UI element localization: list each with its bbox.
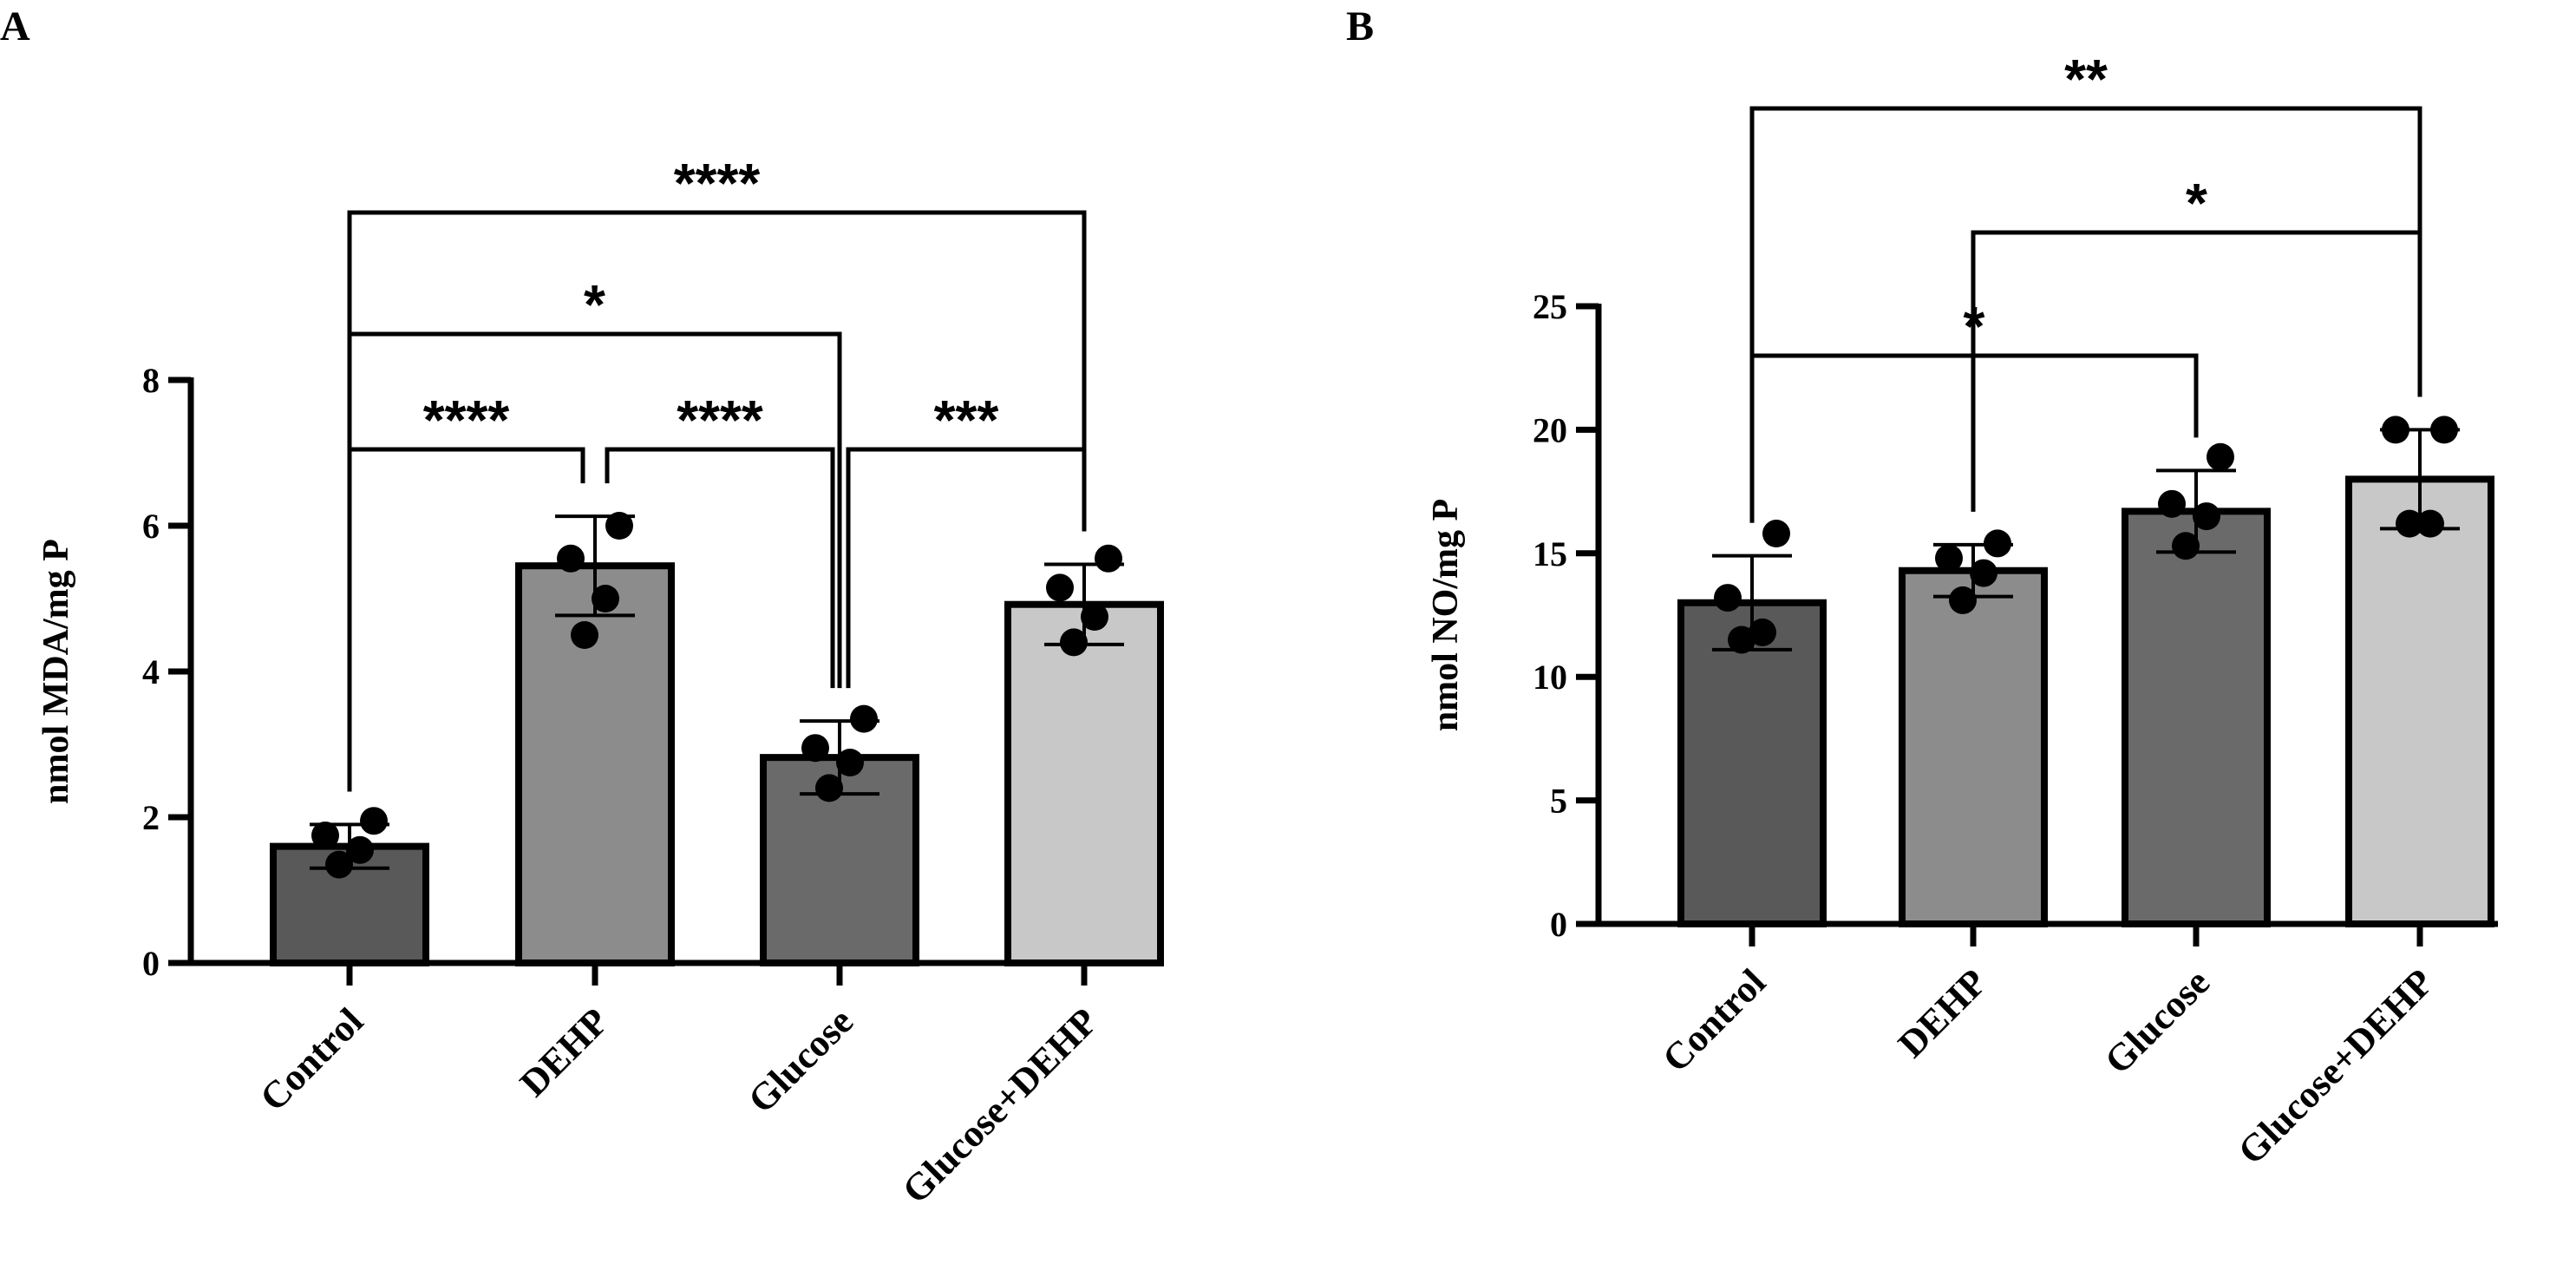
y-tick-label: 25 bbox=[1533, 287, 1567, 326]
data-point bbox=[815, 774, 843, 802]
y-axis-label: nmol NO/mg P bbox=[1426, 499, 1466, 731]
data-point bbox=[311, 822, 339, 849]
category-label: Glucose+DEHP bbox=[2230, 960, 2442, 1172]
data-point bbox=[1060, 628, 1088, 657]
panel-a-letter: A bbox=[0, 3, 30, 49]
y-tick-label: 20 bbox=[1533, 410, 1567, 449]
significance-label: ** bbox=[2064, 48, 2108, 110]
significance-label: **** bbox=[677, 389, 763, 451]
bar-dehp bbox=[515, 562, 675, 966]
data-point bbox=[557, 544, 585, 573]
bar-glucose-dehp bbox=[2345, 475, 2494, 927]
data-point bbox=[1935, 544, 1963, 573]
significance-label: * bbox=[2186, 172, 2207, 234]
category-label: Control bbox=[1654, 960, 1774, 1080]
y-axis-label: nmol MDA/mg P bbox=[36, 539, 76, 804]
data-point bbox=[1749, 618, 1776, 646]
data-point bbox=[2430, 416, 2458, 444]
y-tick-label: 0 bbox=[1550, 905, 1567, 944]
panel-b-letter: B bbox=[1346, 3, 1374, 49]
y-tick-label: 10 bbox=[1533, 658, 1567, 697]
data-point bbox=[592, 585, 619, 612]
data-point bbox=[2382, 416, 2409, 444]
data-point bbox=[836, 749, 864, 776]
data-point bbox=[2172, 532, 2200, 560]
data-point bbox=[1714, 584, 1742, 612]
y-tick-label: 4 bbox=[142, 652, 160, 691]
significance-label: * bbox=[584, 273, 605, 336]
data-point bbox=[346, 835, 374, 864]
bar-glucose bbox=[2122, 508, 2271, 927]
category-label: DEHP bbox=[1890, 960, 1995, 1065]
data-point bbox=[850, 704, 878, 733]
significance-bracket bbox=[347, 210, 1087, 792]
data-point bbox=[1046, 573, 1074, 602]
category-label: Glucose bbox=[2096, 960, 2218, 1082]
data-point bbox=[1081, 603, 1108, 631]
bar-dehp bbox=[1899, 567, 2048, 928]
significance-bracket bbox=[1749, 106, 2422, 523]
data-point bbox=[801, 734, 829, 763]
significance-label: **** bbox=[674, 152, 761, 214]
data-point bbox=[2416, 509, 2444, 538]
data-point bbox=[1728, 625, 1755, 654]
data-point bbox=[2193, 502, 2220, 531]
category-label: DEHP bbox=[512, 999, 617, 1104]
data-point bbox=[605, 512, 633, 540]
data-point bbox=[325, 850, 353, 879]
data-point bbox=[2207, 442, 2234, 471]
data-point bbox=[1984, 529, 2011, 558]
category-label: Glucose+DEHP bbox=[894, 999, 1106, 1211]
y-tick-label: 2 bbox=[142, 798, 160, 837]
bar-glucose-dehp bbox=[1004, 600, 1164, 966]
data-point bbox=[1762, 520, 1790, 548]
category-label: Control bbox=[252, 999, 371, 1119]
data-point bbox=[2396, 509, 2423, 538]
data-point bbox=[2158, 489, 2186, 518]
significance-bracket bbox=[605, 447, 835, 689]
data-point bbox=[360, 807, 388, 835]
y-tick-label: 6 bbox=[142, 507, 160, 546]
y-tick-label: 5 bbox=[1550, 782, 1567, 821]
y-tick-label: 8 bbox=[142, 361, 160, 400]
y-tick-label: 15 bbox=[1533, 534, 1567, 573]
significance-label: *** bbox=[934, 389, 999, 451]
panel-a-chart: 0 2 4 6 8 nmol MDA/mg P Control DEHP Glucose Gluc… bbox=[36, 152, 1164, 1212]
category-label: Glucose bbox=[740, 999, 861, 1121]
significance-label: **** bbox=[423, 389, 510, 451]
data-point bbox=[571, 621, 598, 649]
data-point bbox=[1095, 544, 1122, 573]
data-point bbox=[1949, 586, 1977, 614]
y-tick-label: 0 bbox=[142, 944, 160, 983]
data-point bbox=[1970, 559, 1997, 587]
panel-b-chart: 0 5 10 15 20 25 nmol NO/mg P Control DEHP Glucose… bbox=[1426, 48, 2498, 1173]
